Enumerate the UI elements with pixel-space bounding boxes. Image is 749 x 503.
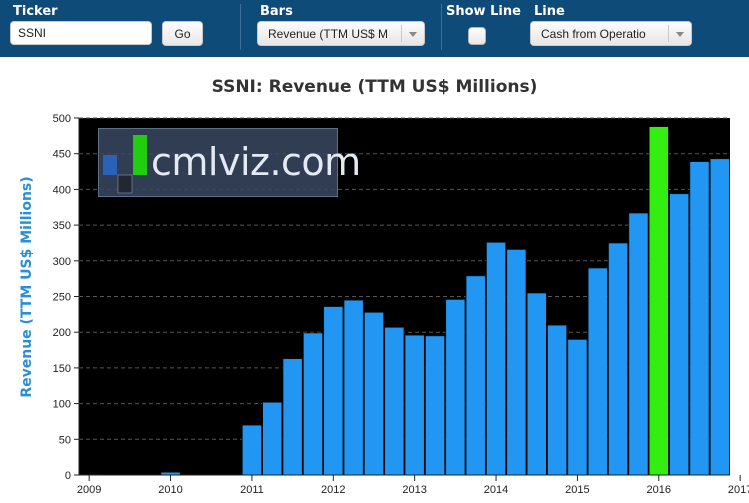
- bar: [465, 275, 486, 476]
- x-tick-label: 2013: [402, 484, 426, 496]
- x-tick-label: 2012: [321, 484, 345, 496]
- chart-title: SSNI: Revenue (TTM US$ Millions): [211, 77, 538, 97]
- bar: [241, 424, 262, 476]
- bar: [628, 212, 649, 476]
- bar-highlighted: [648, 126, 669, 476]
- line-select-value: Cash from Operatio: [541, 27, 646, 41]
- bars-label: Bars: [260, 4, 293, 19]
- y-tick-label: 400: [53, 184, 71, 196]
- x-tick-label: 2017: [728, 484, 749, 496]
- chevron-down-icon: [409, 32, 417, 37]
- toolbar: Ticker Go Bars Revenue (TTM US$ M Show L…: [0, 0, 749, 57]
- bar: [689, 161, 710, 476]
- y-tick-label: 300: [53, 256, 71, 268]
- y-tick-label: 150: [53, 363, 71, 375]
- bar: [567, 338, 588, 476]
- x-tick-label: 2010: [158, 484, 182, 496]
- bar: [445, 298, 466, 476]
- select-divider: [401, 25, 402, 42]
- ticker-label: Ticker: [13, 4, 58, 19]
- show-line-checkbox[interactable]: [468, 27, 486, 45]
- bar: [506, 248, 527, 476]
- y-tick-label: 350: [53, 220, 71, 232]
- bar: [424, 335, 446, 476]
- toolbar-divider: [240, 4, 241, 50]
- x-tick-label: 2009: [77, 484, 101, 496]
- show-line-label: Show Line: [446, 4, 521, 19]
- bar: [669, 193, 690, 476]
- y-tick-label: 500: [53, 113, 71, 125]
- line-select[interactable]: Cash from Operatio: [530, 21, 692, 46]
- bars-select-value: Revenue (TTM US$ M: [268, 27, 389, 41]
- bar: [282, 358, 303, 476]
- bar: [608, 242, 629, 476]
- y-tick-label: 100: [53, 399, 71, 411]
- bar: [363, 311, 385, 476]
- logo-mark-icon: [103, 135, 147, 194]
- toolbar-divider: [441, 4, 442, 50]
- select-divider: [668, 25, 669, 42]
- bar: [404, 334, 425, 476]
- y-tick-label: 200: [53, 327, 71, 339]
- bar: [709, 158, 730, 476]
- y-tick-label: 0: [65, 470, 71, 482]
- chevron-down-icon: [676, 32, 684, 37]
- bar: [323, 306, 344, 476]
- x-tick-label: 2015: [565, 484, 589, 496]
- x-tick-label: 2014: [484, 484, 508, 496]
- bar: [262, 401, 283, 476]
- y-tick-label: 50: [59, 434, 71, 446]
- go-button[interactable]: Go: [162, 21, 203, 46]
- line-label: Line: [534, 4, 565, 19]
- bars-select[interactable]: Revenue (TTM US$ M: [257, 21, 425, 46]
- bar: [587, 267, 608, 476]
- bar: [547, 324, 568, 476]
- bar: [526, 292, 547, 476]
- x-tick-label: 2016: [647, 484, 671, 496]
- y-tick-label: 450: [53, 149, 71, 161]
- bar: [384, 326, 405, 476]
- logo-text: cmlviz.com: [151, 140, 361, 184]
- y-tick-label: 250: [53, 292, 71, 304]
- bar: [302, 332, 324, 476]
- cmlviz-logo: cmlviz.com: [98, 128, 361, 197]
- bar: [343, 299, 364, 476]
- bar: [485, 241, 507, 476]
- ticker-input[interactable]: [10, 21, 152, 45]
- x-tick-label: 2011: [240, 484, 264, 496]
